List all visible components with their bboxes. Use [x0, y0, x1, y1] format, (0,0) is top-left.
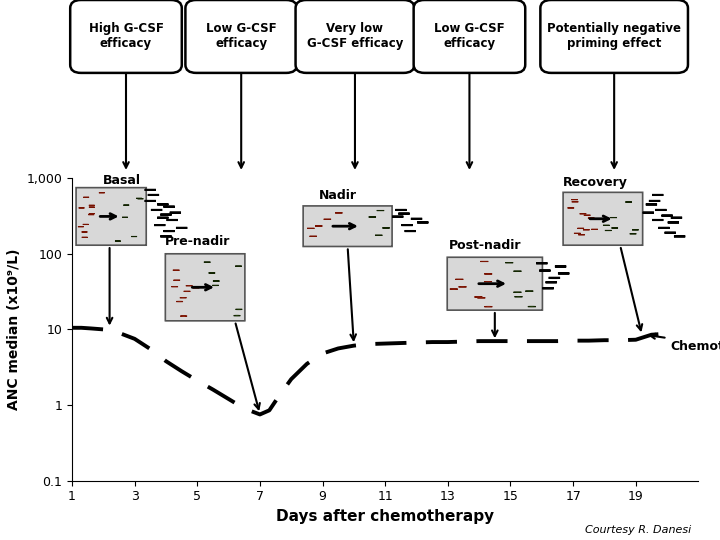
FancyBboxPatch shape: [413, 0, 526, 73]
FancyBboxPatch shape: [303, 206, 392, 246]
Text: Nadir: Nadir: [319, 189, 357, 202]
FancyBboxPatch shape: [186, 0, 297, 73]
Text: Potentially negative
priming effect: Potentially negative priming effect: [547, 23, 681, 50]
Text: Recovery: Recovery: [562, 176, 628, 188]
Text: High G-CSF
efficacy: High G-CSF efficacy: [89, 23, 163, 50]
FancyBboxPatch shape: [166, 254, 245, 321]
FancyBboxPatch shape: [563, 192, 643, 245]
Text: Pre-nadir: Pre-nadir: [165, 235, 230, 248]
Text: Low G-CSF
efficacy: Low G-CSF efficacy: [206, 23, 276, 50]
Text: Low G-CSF
efficacy: Low G-CSF efficacy: [434, 23, 505, 50]
X-axis label: Days after chemotherapy: Days after chemotherapy: [276, 509, 494, 524]
FancyBboxPatch shape: [70, 0, 181, 73]
Text: Courtesy R. Danesi: Courtesy R. Danesi: [585, 524, 691, 535]
Text: Very low
G-CSF efficacy: Very low G-CSF efficacy: [307, 23, 403, 50]
FancyBboxPatch shape: [76, 187, 146, 245]
FancyBboxPatch shape: [540, 0, 688, 73]
Y-axis label: ANC median (x10⁹/L): ANC median (x10⁹/L): [7, 248, 21, 410]
FancyBboxPatch shape: [447, 257, 542, 310]
Text: Basal: Basal: [104, 174, 141, 187]
FancyBboxPatch shape: [296, 0, 415, 73]
Text: Post-nadir: Post-nadir: [449, 239, 522, 252]
Text: Chemotherapy: Chemotherapy: [650, 334, 720, 353]
